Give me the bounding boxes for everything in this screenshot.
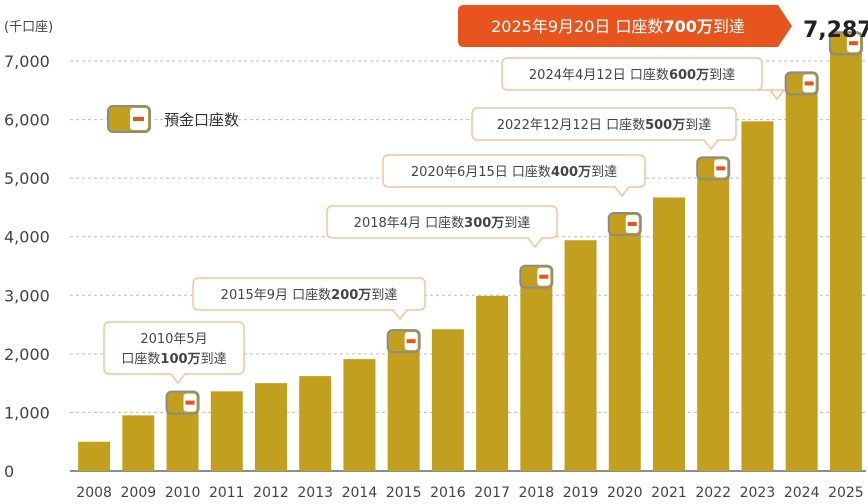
callout-text-part: 500万 (645, 118, 685, 133)
callout-text-2010: 口座数100万到達 (121, 352, 226, 367)
x-axis: 2008 2009 2010 2011 2012 2013 2014 2015 2016 2017… (76, 485, 863, 501)
x-tick-label: 2017 (474, 485, 510, 501)
x-tick-label: 2008 (76, 485, 112, 501)
callout-text-part: 100万 (160, 352, 200, 367)
callout-text-2024: 2024年4月12日 口座数600万到達 (529, 68, 735, 83)
x-tick-label: 2018 (519, 485, 555, 501)
callout-text-part: 口座数 (121, 352, 160, 367)
legend-label: 預金口座数 (164, 111, 239, 129)
x-tick-label: 2021 (651, 485, 687, 501)
callout-text-part: 到達 (201, 352, 227, 367)
callout-text-part: 200万 (331, 288, 371, 303)
callout-text-part: 300万 (464, 216, 504, 231)
callout-text-part: 2022年12月12日 口座数 (497, 118, 645, 133)
callout-text-part: 2018年4月 口座数 (354, 216, 465, 231)
callout-2022: 2022年12月12日 口座数500万到達 (471, 107, 737, 151)
callout-text-2010: 2010年5月 (140, 332, 207, 347)
callout-text-part: 600万 (669, 68, 709, 83)
bar-2010 (166, 403, 199, 471)
callout-text-part: 2015年9月 口座数 (221, 288, 332, 303)
callout-2024: 2024年4月12日 口座数600万到達 (501, 57, 786, 101)
bar-2023 (741, 121, 774, 471)
x-tick-label: 2011 (209, 485, 245, 501)
final-value-label: 7,287 (803, 18, 868, 43)
callout-text-2018: 2018年4月 口座数300万到達 (354, 216, 531, 231)
bar-2015 (387, 342, 420, 471)
callout-2015: 2015年9月 口座数200万到達 (192, 277, 426, 321)
x-tick-label: 2023 (740, 485, 776, 501)
bar-2011 (210, 391, 243, 471)
bar-2008 (78, 441, 111, 471)
y-tick-label: 0 (4, 462, 14, 481)
x-tick-label: 2019 (563, 485, 599, 501)
y-tick-label: 3,000 (4, 286, 50, 305)
bar-2025 (829, 44, 862, 471)
y-tick-label: 1,000 (4, 403, 50, 422)
callout-2020: 2020年6月15日 口座数400万到達 (382, 154, 646, 198)
x-tick-label: 2015 (386, 485, 422, 501)
callout-text-2015: 2015年9月 口座数200万到達 (221, 288, 398, 303)
y-tick-label: 5,000 (4, 169, 50, 188)
bar-2024 (785, 84, 818, 471)
callout-text-part: 到達 (504, 216, 530, 231)
bar-2022 (697, 169, 730, 471)
x-tick-label: 2016 (430, 485, 466, 501)
callout-text-part: 2010年5月 (140, 332, 207, 347)
callout-text-part: 到達 (709, 68, 735, 83)
callout-text-part: 2024年4月12日 口座数 (529, 68, 669, 83)
x-tick-label: 2013 (297, 485, 333, 501)
x-tick-label: 2025 (828, 485, 864, 501)
y-axis-unit-label: (千口座) (4, 20, 53, 35)
bar-2018 (520, 277, 553, 471)
y-tick-label: 6,000 (4, 111, 50, 130)
x-tick-label: 2020 (607, 485, 643, 501)
x-tick-label: 2012 (253, 485, 289, 501)
callout-text-part: 到達 (371, 288, 397, 303)
bar-2012 (255, 383, 287, 471)
bar-2014 (343, 359, 376, 471)
callout-text-part: 400万 (551, 165, 591, 180)
callout-text-part: 2025年9月20日 口座数 (491, 17, 663, 36)
x-tick-label: 2010 (165, 485, 201, 501)
bar-2016 (431, 329, 464, 471)
bar-2017 (476, 295, 509, 471)
account-icon-2018 (519, 264, 554, 289)
bars (78, 44, 862, 471)
callout-text-part: 到達 (713, 17, 745, 36)
callout-text-2025: 2025年9月20日 口座数700万到達 (491, 17, 745, 36)
callout-text-part: 2020年6月15日 口座数 (411, 165, 551, 180)
account-icon-2010 (165, 390, 200, 415)
callout-text-2020: 2020年6月15日 口座数400万到達 (411, 165, 617, 180)
y-axis: 0 1,000 2,000 3,000 4,000 5,000 6,000 7,000 (4, 52, 50, 481)
callout-2018: 2018年4月 口座数300万到達 (326, 205, 558, 249)
bar-2013 (299, 376, 332, 471)
account-icon-2015 (386, 329, 421, 354)
account-icon-2024 (784, 71, 819, 96)
callout-text-part: 到達 (591, 165, 617, 180)
callout-text-part: 700万 (663, 17, 712, 36)
callout-text-2022: 2022年12月12日 口座数500万到達 (497, 118, 711, 133)
bar-2009 (122, 415, 155, 471)
y-tick-label: 7,000 (4, 52, 50, 71)
callout-2025: 2025年9月20日 口座数700万到達 (458, 5, 792, 47)
callout-text-part: 到達 (685, 118, 711, 133)
y-tick-label: 4,000 (4, 228, 50, 247)
account-icon-2020 (607, 212, 642, 236)
bar-2019 (564, 240, 597, 471)
account-icon-2022 (696, 156, 731, 181)
bar-2020 (608, 225, 641, 471)
x-tick-label: 2024 (784, 485, 820, 501)
x-tick-label: 2014 (342, 485, 378, 501)
y-tick-label: 2,000 (4, 345, 50, 364)
legend: 預金口座数 (107, 105, 239, 133)
x-tick-label: 2022 (695, 485, 731, 501)
x-tick-label: 2009 (121, 485, 157, 501)
bar-2021 (653, 197, 685, 471)
legend-icon (107, 105, 151, 133)
milestone-markers (165, 31, 863, 415)
account-icon-2025 (828, 31, 863, 56)
